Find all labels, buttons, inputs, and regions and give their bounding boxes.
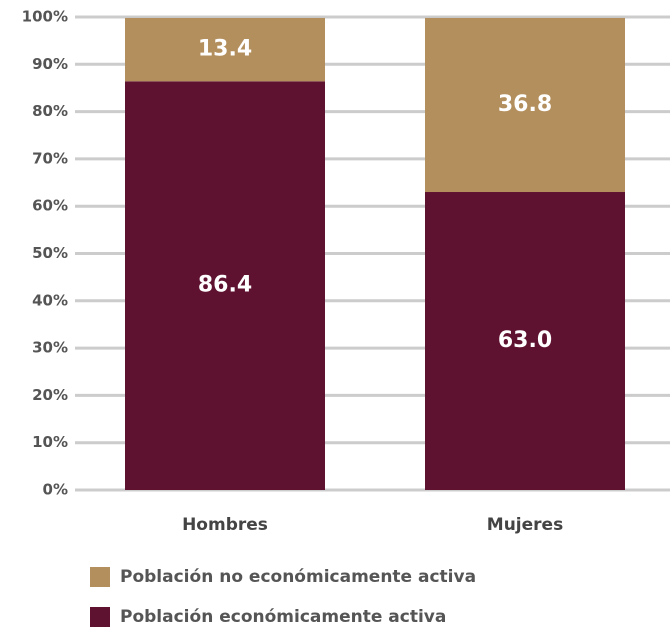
x-tick-label: Hombres	[182, 515, 268, 535]
y-tick-label: 70%	[32, 149, 68, 167]
y-tick-label: 90%	[32, 55, 68, 73]
legend-label: Población económicamente activa	[120, 607, 446, 627]
data-label: 13.4	[198, 37, 252, 62]
legend-swatch	[90, 567, 110, 587]
y-tick-label: 60%	[32, 197, 68, 215]
bar-segment	[425, 192, 625, 490]
legend-label: Población no económicamente activa	[120, 567, 476, 587]
x-tick-label: Mujeres	[487, 515, 563, 535]
bar-segment	[425, 17, 625, 193]
y-tick-label: 80%	[32, 102, 68, 120]
y-tick-label: 10%	[32, 433, 68, 451]
bar-segment	[125, 17, 325, 82]
y-tick-label: 20%	[32, 386, 68, 404]
data-label: 86.4	[198, 273, 252, 298]
y-tick-label: 50%	[32, 244, 68, 262]
y-tick-label: 30%	[32, 339, 68, 357]
y-tick-label: 0%	[43, 481, 68, 499]
y-tick-label: 100%	[22, 8, 68, 26]
y-tick-label: 40%	[32, 291, 68, 309]
bar-segment	[125, 81, 325, 490]
data-label: 63.0	[498, 328, 552, 353]
legend-swatch	[90, 607, 110, 627]
data-label: 36.8	[498, 92, 552, 117]
